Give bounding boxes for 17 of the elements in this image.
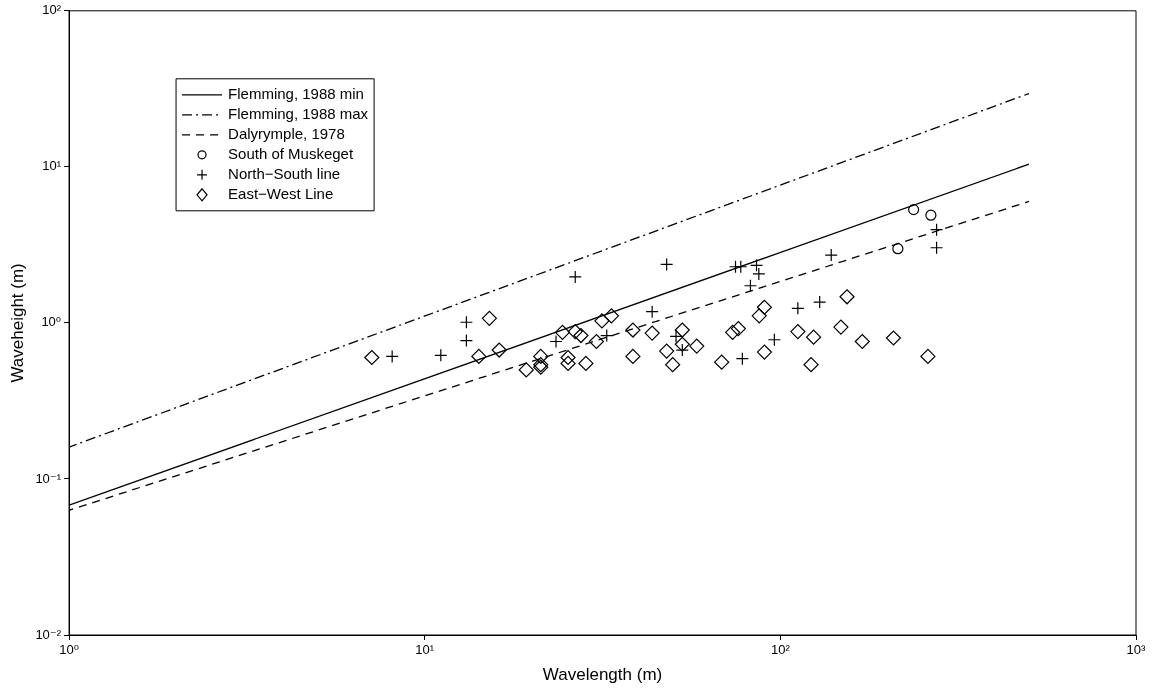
y-tick-label: 10⁰	[41, 314, 62, 330]
x-axis-title: Wavelength (m)	[542, 665, 663, 685]
legend-label: Flemming, 1988 min	[228, 84, 364, 102]
legend-label: Flemming, 1988 max	[228, 104, 369, 122]
y-tick-label: 10²	[42, 2, 62, 18]
y-tick-label: 10⁻²	[35, 626, 62, 642]
x-tick-label: 10¹	[415, 642, 435, 658]
x-tick-label: 10³	[1126, 642, 1147, 658]
legend-label: North−South line	[228, 164, 341, 182]
legend-label: Dalyrymple, 1978	[228, 124, 345, 142]
y-axis-title: Waveheight (m)	[7, 263, 27, 383]
y-tick-label: 10⁻¹	[35, 470, 62, 486]
legend-label: South of Muskeget	[228, 144, 354, 162]
x-tick-label: 10⁰	[59, 642, 79, 658]
x-tick-label: 10²	[770, 642, 791, 658]
y-tick-label: 10¹	[42, 158, 62, 174]
legend-label: East−West Line	[228, 184, 334, 202]
